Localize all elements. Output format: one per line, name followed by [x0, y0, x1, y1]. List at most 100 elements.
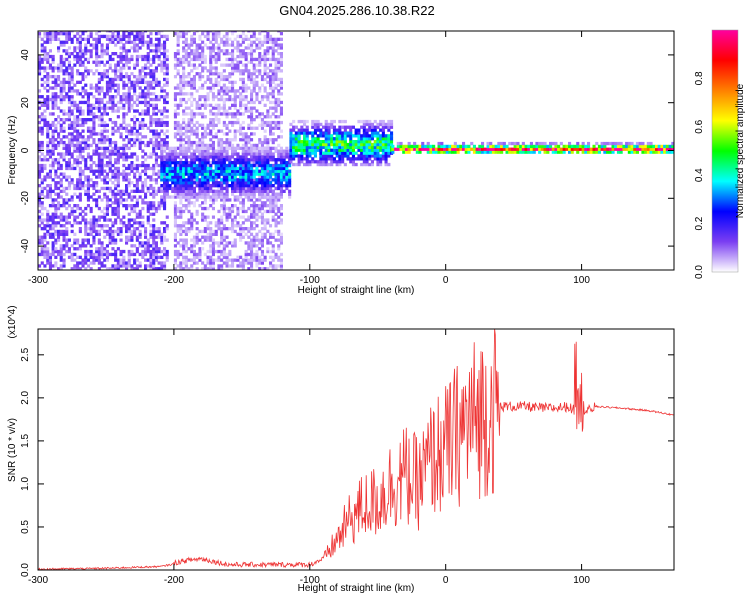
spectrogram-cell [144, 244, 148, 248]
spectrogram-cell [179, 212, 183, 216]
spectrogram-cell [146, 163, 150, 168]
spectrogram-cell [57, 215, 61, 219]
spectrogram-cell [125, 238, 129, 242]
spectrogram-cell [244, 258, 248, 262]
spectrogram-cell [76, 69, 80, 73]
spectrogram-cell [40, 95, 44, 99]
spectrogram-cell [214, 163, 218, 168]
spectrogram-cell [250, 184, 254, 188]
spectrogram-cell [241, 31, 245, 33]
spectrogram-cell [225, 235, 229, 239]
spectrogram-cell [119, 123, 123, 127]
spectrogram-cell [209, 72, 213, 76]
spectrogram-cell [192, 204, 196, 208]
spectrogram-cell [111, 140, 115, 145]
spectrogram-cell [258, 255, 262, 259]
spectrogram-cell [269, 224, 273, 228]
spectrogram-cell [209, 163, 213, 168]
spectrogram-cell [247, 252, 251, 257]
spectrogram-cell [203, 201, 207, 205]
spectrogram-cell [111, 57, 115, 62]
spectrogram-cell [105, 232, 109, 236]
spectrogram-cell [255, 178, 259, 182]
spectrogram-cell [255, 209, 259, 214]
spectrogram-cell [217, 112, 221, 116]
spectrogram-cell [250, 178, 254, 182]
spectrogram-cell [176, 192, 180, 196]
spectrogram-cell [222, 224, 226, 228]
spectrogram-cell [255, 69, 259, 73]
spectrogram-cell [103, 149, 107, 153]
spectrogram-cell [217, 46, 221, 50]
spectrogram-cell [135, 235, 139, 239]
spectrogram-cell [171, 166, 175, 171]
spectrogram-cell [125, 158, 129, 162]
spectrogram-cell [157, 175, 161, 179]
spectrogram-cell [236, 69, 240, 73]
spectrogram-cell [187, 161, 191, 165]
spectrogram-cell [211, 252, 215, 257]
spectrogram-cell [73, 143, 77, 148]
spectrogram-cell [220, 155, 224, 159]
spectrogram-cell [95, 247, 99, 251]
spectrogram-cell [76, 158, 80, 162]
spectrogram-cell [263, 60, 267, 64]
spectrogram-cell [48, 97, 52, 102]
spectrogram-cell [51, 120, 55, 125]
spectrogram-cell [51, 232, 55, 236]
spectrogram-cell [192, 83, 196, 87]
spectrogram-cell [149, 229, 153, 234]
spectrogram-cell [146, 247, 150, 251]
spectrogram-cell [279, 46, 283, 50]
spectrogram-cell [198, 161, 202, 165]
spectrogram-cell [65, 166, 69, 171]
spectrogram-cell [173, 244, 177, 248]
spectrogram-cell [173, 175, 177, 179]
spectrogram-cell [263, 146, 267, 150]
spectrogram-cell [157, 201, 161, 205]
spectrogram-cell [190, 103, 194, 107]
spectrogram-cell [255, 126, 259, 130]
spectrogram-cell [48, 75, 52, 79]
spectrogram-cell [163, 83, 167, 87]
spectrogram-cell [173, 86, 177, 90]
spectrogram-cell [105, 218, 109, 222]
spectrogram-cell [198, 34, 202, 39]
spectrogram-cell [111, 34, 115, 39]
spectrogram-cell [154, 206, 158, 211]
spectrogram-cell [220, 218, 224, 222]
spectrogram-cell [220, 86, 224, 90]
spectrogram-cell [211, 57, 215, 62]
spectrogram-cell [241, 163, 245, 168]
spectrogram-cell [255, 184, 259, 188]
spectrogram-cell [122, 54, 126, 59]
spectrogram-cell [97, 109, 101, 113]
spectrogram-cell [271, 258, 275, 262]
spectrogram-cell [46, 132, 50, 136]
spectrogram-cell [206, 155, 210, 159]
spectrogram-cell [263, 52, 267, 56]
spectrogram-cell [176, 83, 180, 87]
spectrogram-cell [125, 95, 129, 99]
spectrogram-cell [141, 69, 145, 73]
spectrogram-cell [165, 163, 169, 168]
spectrogram-cell [250, 57, 254, 62]
spectrogram-cell [40, 181, 44, 185]
spectrogram-cell [203, 34, 207, 39]
spectrogram-cell [203, 186, 207, 191]
spectrogram-cell [324, 131, 328, 135]
spectrogram-cell [92, 95, 96, 99]
spectrogram-cell [130, 57, 134, 62]
spectrogram-cell [138, 244, 142, 248]
spectrogram-cell [214, 132, 218, 136]
spectrogram-cell [190, 227, 194, 231]
spectrogram-cell [266, 158, 270, 162]
spectrogram-cell [114, 212, 118, 216]
spectrogram-cell [43, 264, 47, 268]
spectrogram-cell [192, 163, 196, 168]
spectrogram-cell [190, 69, 194, 73]
spectrogram-cell [116, 161, 120, 165]
spectrogram-cell [114, 66, 118, 70]
spectrogram-cell [231, 80, 235, 84]
spectrogram-cell [122, 169, 126, 173]
